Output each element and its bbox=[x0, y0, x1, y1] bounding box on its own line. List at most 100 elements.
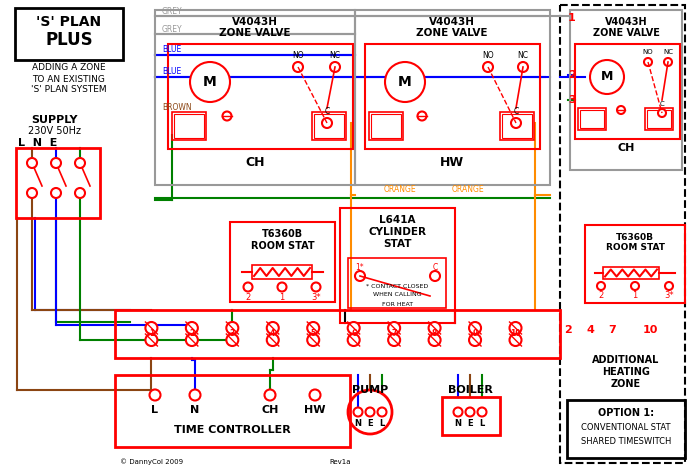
Text: GREY: GREY bbox=[162, 7, 183, 16]
Bar bbox=[371, 114, 401, 138]
Circle shape bbox=[664, 58, 672, 66]
Circle shape bbox=[509, 334, 522, 346]
Text: 8: 8 bbox=[432, 329, 437, 338]
Text: 230V 50Hz: 230V 50Hz bbox=[28, 126, 81, 136]
Bar bbox=[172, 112, 206, 140]
Circle shape bbox=[27, 188, 37, 198]
Circle shape bbox=[51, 188, 61, 198]
Circle shape bbox=[477, 408, 486, 417]
Bar bbox=[314, 114, 344, 138]
Circle shape bbox=[146, 322, 157, 334]
Text: 3*: 3* bbox=[311, 292, 321, 301]
Text: NO: NO bbox=[292, 51, 304, 59]
Circle shape bbox=[146, 334, 157, 346]
Circle shape bbox=[27, 158, 37, 168]
Circle shape bbox=[226, 334, 238, 346]
Circle shape bbox=[518, 62, 528, 72]
Text: E: E bbox=[467, 419, 473, 429]
Text: M: M bbox=[398, 75, 412, 89]
Text: SHARED TIMESWITCH: SHARED TIMESWITCH bbox=[581, 437, 671, 446]
Text: 1*: 1* bbox=[355, 263, 364, 272]
Circle shape bbox=[277, 283, 286, 292]
Circle shape bbox=[590, 60, 624, 94]
Text: CH: CH bbox=[245, 155, 265, 168]
Circle shape bbox=[658, 109, 666, 117]
Circle shape bbox=[511, 118, 521, 128]
Circle shape bbox=[355, 271, 365, 281]
Bar bbox=[15, 8, 123, 60]
Bar bbox=[312, 112, 346, 140]
Text: NO: NO bbox=[642, 49, 653, 55]
Circle shape bbox=[190, 62, 230, 102]
Circle shape bbox=[322, 118, 332, 128]
Text: 1: 1 bbox=[632, 291, 638, 300]
Text: ADDITIONAL: ADDITIONAL bbox=[592, 355, 660, 365]
Circle shape bbox=[428, 322, 441, 334]
Text: E: E bbox=[367, 419, 373, 429]
Text: L: L bbox=[152, 405, 159, 415]
Bar bbox=[115, 310, 560, 358]
Circle shape bbox=[264, 389, 275, 401]
Circle shape bbox=[310, 389, 320, 401]
Text: NC: NC bbox=[518, 51, 529, 59]
Text: © DannyCol 2009: © DannyCol 2009 bbox=[120, 459, 183, 465]
Circle shape bbox=[226, 322, 238, 334]
Text: ZONE VALVE: ZONE VALVE bbox=[219, 28, 290, 38]
Bar bbox=[252, 265, 312, 279]
Text: ROOM STAT: ROOM STAT bbox=[250, 241, 315, 251]
Text: M: M bbox=[203, 75, 217, 89]
Text: Rev1a: Rev1a bbox=[329, 459, 351, 465]
Circle shape bbox=[267, 334, 279, 346]
Text: C: C bbox=[660, 101, 664, 107]
Text: 10: 10 bbox=[510, 329, 521, 338]
Text: BROWN: BROWN bbox=[162, 103, 192, 112]
Circle shape bbox=[366, 408, 375, 417]
Circle shape bbox=[430, 271, 440, 281]
Text: TO AN EXISTING: TO AN EXISTING bbox=[32, 74, 106, 83]
Text: L  N  E: L N E bbox=[19, 138, 58, 148]
Circle shape bbox=[469, 322, 481, 334]
Circle shape bbox=[244, 283, 253, 292]
Circle shape bbox=[186, 334, 198, 346]
Circle shape bbox=[597, 282, 605, 290]
Text: BLUE: BLUE bbox=[162, 45, 181, 54]
Text: 3: 3 bbox=[230, 329, 235, 338]
Circle shape bbox=[348, 322, 359, 334]
Text: 'S' PLAN: 'S' PLAN bbox=[37, 15, 101, 29]
Text: V4043H: V4043H bbox=[604, 17, 647, 27]
Text: 1: 1 bbox=[149, 329, 154, 338]
Text: 7: 7 bbox=[391, 329, 397, 338]
Text: C: C bbox=[433, 263, 437, 272]
Bar bbox=[580, 110, 604, 128]
Bar bbox=[645, 108, 673, 130]
Bar bbox=[168, 44, 353, 149]
Circle shape bbox=[466, 408, 475, 417]
Circle shape bbox=[348, 334, 359, 346]
Text: NC: NC bbox=[663, 49, 673, 55]
Circle shape bbox=[267, 322, 279, 334]
Text: TIME CONTROLLER: TIME CONTROLLER bbox=[174, 425, 291, 435]
Text: 10: 10 bbox=[642, 325, 658, 335]
Text: BOILER: BOILER bbox=[448, 385, 493, 395]
Circle shape bbox=[644, 58, 652, 66]
Text: STAT: STAT bbox=[383, 239, 412, 249]
Circle shape bbox=[293, 62, 303, 72]
Circle shape bbox=[307, 334, 319, 346]
Text: 'S' PLAN SYSTEM: 'S' PLAN SYSTEM bbox=[31, 86, 107, 95]
Circle shape bbox=[190, 389, 201, 401]
Circle shape bbox=[469, 334, 481, 346]
Text: HW: HW bbox=[304, 405, 326, 415]
Bar bbox=[570, 10, 682, 170]
Text: BLUE: BLUE bbox=[162, 67, 181, 76]
Bar bbox=[365, 44, 540, 149]
Circle shape bbox=[311, 283, 320, 292]
Text: C: C bbox=[324, 108, 330, 117]
Text: HW: HW bbox=[440, 155, 464, 168]
Text: ROOM STAT: ROOM STAT bbox=[606, 243, 664, 253]
Bar bbox=[585, 225, 685, 303]
Circle shape bbox=[330, 62, 340, 72]
Text: 2: 2 bbox=[564, 325, 572, 335]
Circle shape bbox=[665, 282, 673, 290]
Text: OPTION 1:: OPTION 1: bbox=[598, 408, 654, 418]
Text: 1: 1 bbox=[279, 292, 284, 301]
